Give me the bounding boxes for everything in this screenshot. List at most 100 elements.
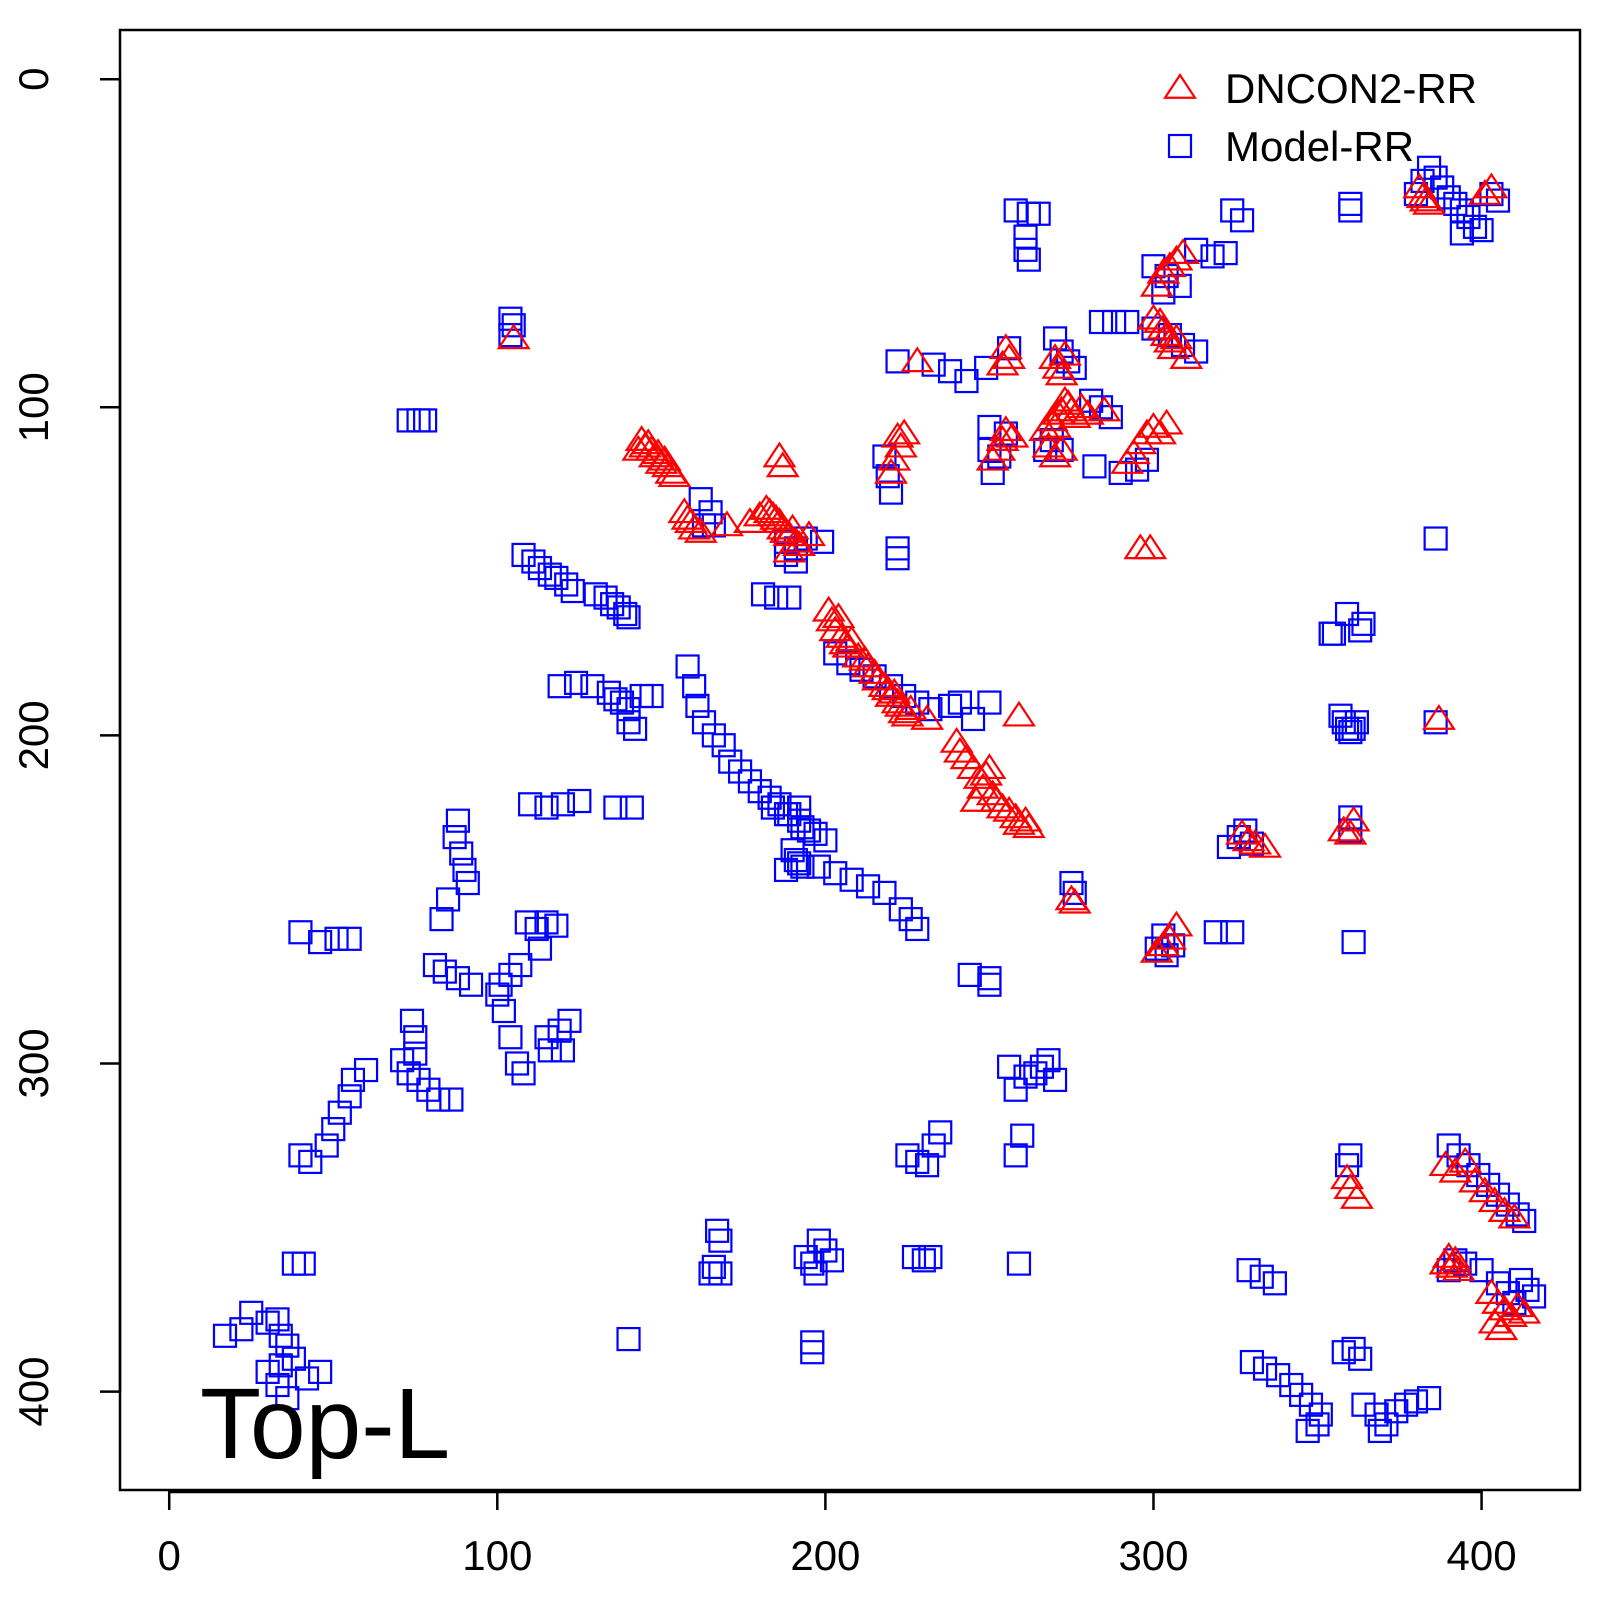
model-rr-point <box>449 841 474 866</box>
model-rr-point <box>1423 526 1448 551</box>
model-rr-point <box>337 926 362 951</box>
model-rr-point <box>229 1317 254 1342</box>
x-tick-label: 300 <box>1118 1532 1188 1579</box>
dncon2-rr-point <box>1169 343 1204 369</box>
model-rr-point <box>764 585 789 610</box>
model-rr-point <box>432 959 457 984</box>
model-rr-point <box>1374 1412 1399 1437</box>
model-rr-point <box>1416 155 1442 180</box>
model-rr-point <box>921 352 946 377</box>
model-rr-point <box>429 907 454 932</box>
model-rr-point <box>1321 621 1347 646</box>
model-rr-point <box>321 1117 346 1142</box>
model-rr-point <box>1308 1402 1333 1427</box>
model-rr-point <box>675 654 700 679</box>
dncon2-rr-point <box>992 343 1027 369</box>
model-rr-point <box>547 1018 572 1043</box>
model-rr-point <box>534 1025 559 1050</box>
model-rr-point <box>1082 454 1107 479</box>
model-rr-point <box>1334 601 1360 627</box>
model-rr-point <box>698 1261 723 1286</box>
model-rr-point <box>1003 1143 1028 1168</box>
model-rr-point <box>790 815 815 840</box>
model-rr-point <box>1341 929 1366 955</box>
dncon2-rr-point <box>1412 188 1447 215</box>
dncon2-rr-point <box>1467 179 1502 205</box>
dncon2-rr-series <box>496 172 1542 1341</box>
model-rr-point <box>544 565 569 591</box>
model-rr-point <box>583 582 608 607</box>
model-rr-point <box>1443 191 1468 216</box>
dncon2-rr-point <box>1336 805 1371 832</box>
panel-label: Top-L <box>200 1368 450 1480</box>
model-rr-point <box>1449 221 1474 246</box>
model-rr-point <box>603 687 628 712</box>
model-rr-point <box>1013 1064 1038 1089</box>
dncon2-rr-point <box>1238 828 1273 855</box>
model-rr-point <box>1295 1418 1320 1444</box>
model-rr-point <box>803 821 828 846</box>
model-rr-point <box>498 1025 523 1050</box>
model-rr-point <box>390 1048 415 1073</box>
model-rr-point <box>1262 1271 1287 1296</box>
model-rr-point <box>1279 1372 1304 1398</box>
model-rr-point <box>1249 1264 1274 1289</box>
model-rr-point <box>606 595 631 620</box>
model-rr-point <box>1289 1382 1314 1407</box>
model-rr-point <box>498 323 523 348</box>
dncon2-rr-point <box>1044 359 1079 386</box>
dncon2-rr-point <box>1038 441 1073 468</box>
model-rr-point <box>905 1149 930 1175</box>
model-rr-point <box>413 408 438 433</box>
model-rr-point <box>960 706 986 732</box>
model-rr-point <box>616 1326 641 1352</box>
dncon2-rr-point <box>1166 238 1201 264</box>
dncon2-rr-point <box>818 615 853 642</box>
model-rr-point <box>773 857 799 883</box>
model-rr-point <box>793 1244 818 1270</box>
model-rr-point <box>915 1153 940 1178</box>
model-rr-point <box>1252 1356 1278 1381</box>
dncon2-rr-point <box>985 792 1020 819</box>
model-rr-point <box>1367 1418 1392 1444</box>
model-rr-point <box>1115 309 1140 335</box>
dncon2-rr-point <box>1133 533 1168 560</box>
model-rr-point <box>819 1248 845 1273</box>
model-rr-point <box>550 1038 576 1063</box>
model-rr-point <box>1266 1363 1291 1388</box>
dncon2-rr-point <box>775 513 810 540</box>
dncon2-rr-point <box>893 694 928 720</box>
model-rr-point <box>1436 185 1461 210</box>
model-rr-point <box>977 972 1002 997</box>
model-rr-point <box>275 1333 300 1358</box>
dncon2-rr-point <box>985 425 1020 451</box>
dncon2-rr-point <box>657 461 692 488</box>
dncon2-rr-point <box>1146 257 1181 284</box>
model-rr-point <box>308 929 333 955</box>
model-rr-point <box>563 670 589 695</box>
dncon2-rr-point <box>762 441 797 468</box>
model-rr-point <box>491 998 516 1024</box>
model-rr-point <box>1213 241 1238 266</box>
model-rr-point <box>547 674 572 699</box>
model-rr-point <box>1305 1412 1330 1437</box>
model-rr-point <box>806 1228 831 1253</box>
model-rr-point <box>504 1051 530 1076</box>
model-rr-point <box>1485 1182 1511 1207</box>
model-rr-point <box>1029 1054 1055 1079</box>
model-rr-point <box>1476 1172 1501 1197</box>
model-rr-point <box>324 926 349 951</box>
model-rr-point <box>1479 181 1504 207</box>
dncon2-rr-point <box>1225 818 1260 845</box>
y-tick-label: 200 <box>10 700 57 770</box>
model-rr-point <box>685 693 710 718</box>
model-rr-point <box>498 962 523 987</box>
model-rr-point <box>1042 326 1068 351</box>
dncon2-rr-point <box>814 605 849 632</box>
model-rr-point <box>337 1084 362 1109</box>
model-rr-point <box>800 1340 825 1365</box>
model-rr-point <box>688 487 713 512</box>
model-rr-point <box>265 1372 290 1398</box>
model-rr-point <box>1348 618 1373 643</box>
model-rr-point <box>255 1359 280 1384</box>
